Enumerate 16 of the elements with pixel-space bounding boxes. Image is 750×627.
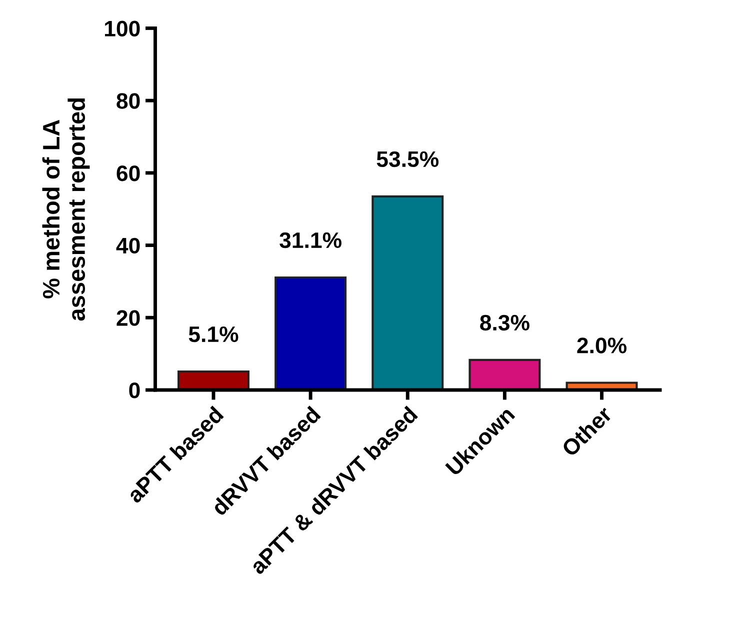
y-axis-title: % method of LA assesment reported <box>42 98 90 321</box>
data-label: 5.1% <box>188 326 238 342</box>
bar <box>274 276 347 390</box>
data-label: 31.1% <box>280 232 342 248</box>
y-tick-label: 20 <box>116 310 140 326</box>
y-tick-label: 80 <box>116 93 140 109</box>
y-tick-label: 60 <box>116 165 140 182</box>
bar <box>372 195 444 390</box>
data-label: 2.0% <box>577 338 626 354</box>
y-tick-label: 0 <box>129 382 140 398</box>
data-label: 8.3% <box>480 314 530 331</box>
data-label: 53.5% <box>376 151 439 168</box>
y-tick-label: 100 <box>104 20 140 36</box>
bar <box>178 370 250 390</box>
bar <box>468 358 541 390</box>
y-tick-label: 40 <box>116 238 140 254</box>
